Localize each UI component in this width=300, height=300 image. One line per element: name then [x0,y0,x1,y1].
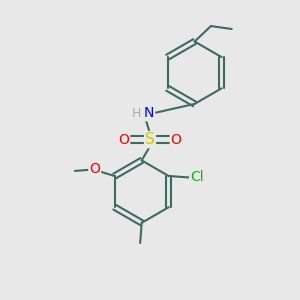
Text: O: O [89,162,100,176]
Text: H: H [131,106,141,120]
Text: O: O [118,133,129,147]
Text: Cl: Cl [190,170,204,184]
Text: N: N [144,106,154,120]
Text: O: O [171,133,182,147]
Text: S: S [145,132,155,147]
